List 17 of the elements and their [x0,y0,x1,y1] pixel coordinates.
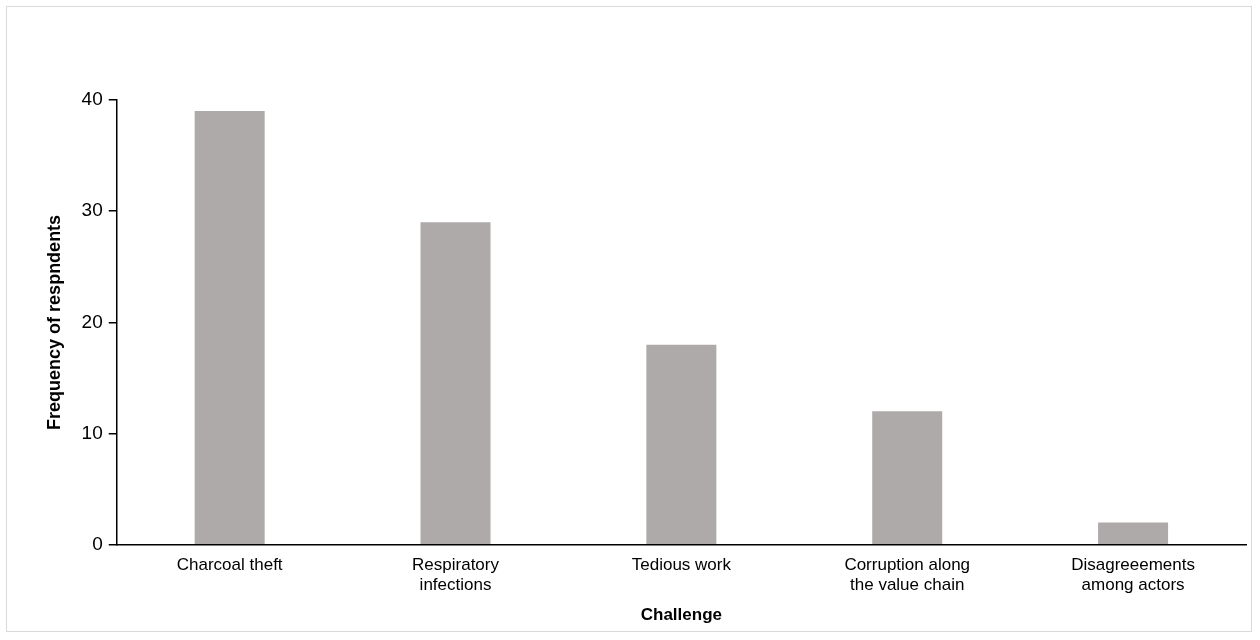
y-axis-title: Frequency of respndents [43,214,64,430]
x-tick-label: Respiratory infections [412,554,500,595]
x-tick-label: Corruption along the value chain [844,554,971,595]
y-tick-label: 10 [81,421,103,443]
x-tick-label: Disagreeements among actors [1071,554,1195,595]
x-axis-title: Challenge [640,605,722,625]
bar [1098,522,1169,545]
bar [646,344,717,545]
y-tick-label: 40 [81,88,103,110]
bar [194,111,265,545]
y-tick-label: 20 [81,310,103,332]
x-tick-label: Tedious work [631,554,732,574]
y-tick-label: 0 [92,533,103,555]
bar [420,222,491,545]
bar [872,411,943,545]
x-tick-label: Charcoal theft [176,554,283,574]
y-tick-label: 30 [81,199,103,221]
